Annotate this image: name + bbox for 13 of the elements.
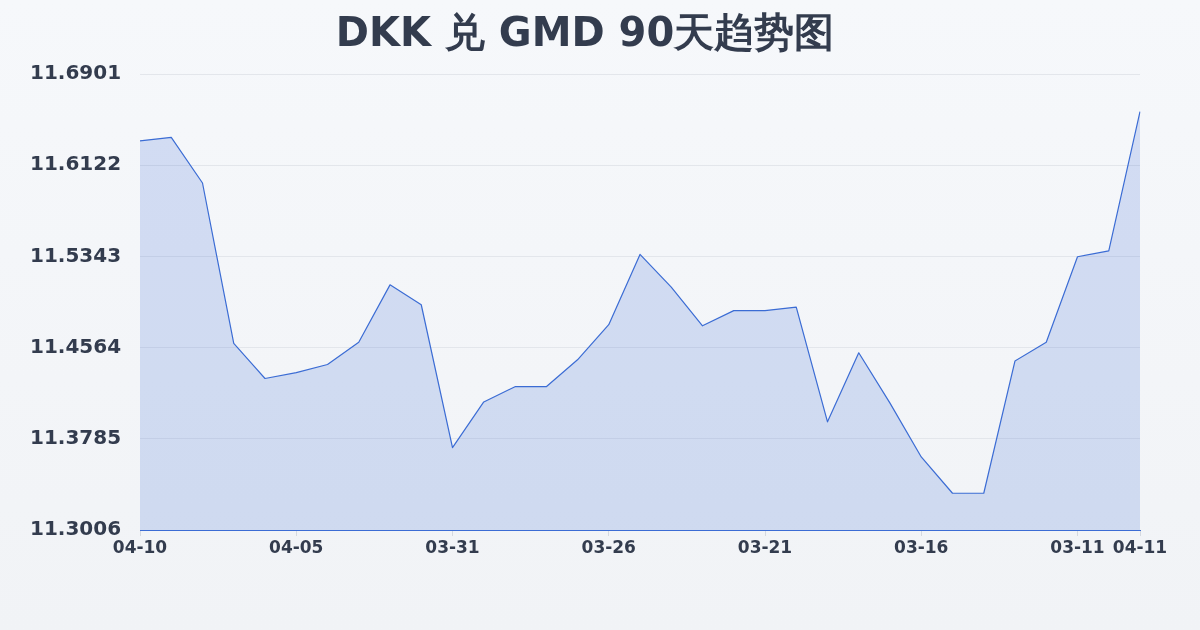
x-tick-label: 04-11 (1112, 536, 1168, 557)
y-tick-label: 11.6901 (30, 60, 122, 85)
x-tick-label: 03-11 (1050, 536, 1105, 557)
y-tick-label: 11.5343 (30, 242, 122, 267)
x-tick-label: 03-21 (737, 536, 793, 557)
x-tick-label: 04-05 (269, 536, 324, 557)
x-tick-label: 03-16 (894, 536, 949, 557)
y-tick-label: 11.6122 (30, 151, 122, 176)
y-tick-label: 11.4564 (30, 333, 122, 358)
chart-title: DKK 兑 GMD 90天趋势图 (335, 9, 835, 56)
y-tick-label: 11.3785 (30, 425, 122, 449)
x-tick-label: 03-26 (581, 536, 636, 557)
x-tick-label: 03-31 (425, 536, 480, 557)
